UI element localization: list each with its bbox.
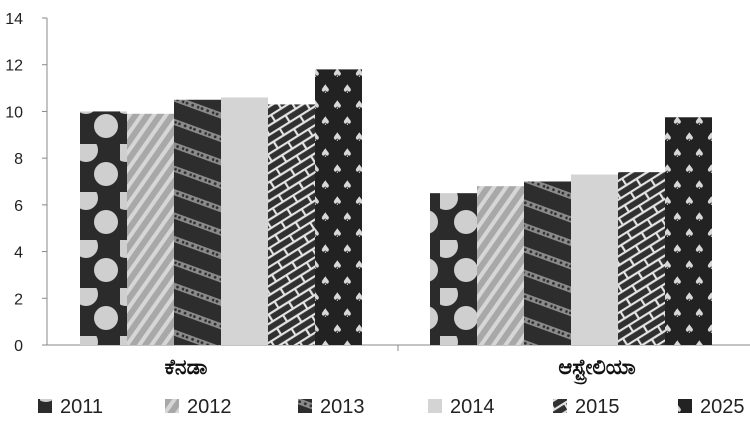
category-labels: ಕೆನಡಾ ಆಸ್ಟ್ರೇಲಿಯಾ bbox=[165, 355, 636, 384]
bar-2011-1 bbox=[430, 193, 477, 345]
y-tick-label: 2 bbox=[14, 291, 23, 308]
legend-swatch-2011 bbox=[38, 399, 52, 413]
y-tick-label: 6 bbox=[14, 198, 23, 215]
bar-2011-0 bbox=[80, 111, 127, 345]
legend-swatch-2012 bbox=[165, 399, 179, 413]
legend-swatch-2015 bbox=[553, 399, 567, 413]
bar-2015-1 bbox=[618, 172, 665, 345]
bar-2025-1 bbox=[665, 117, 712, 346]
legend-label: 2012 bbox=[187, 396, 232, 418]
legend-label: 2025 bbox=[700, 396, 745, 418]
legend-label: 2015 bbox=[575, 396, 620, 418]
y-tick-label: 10 bbox=[5, 104, 23, 121]
y-tick-label: 8 bbox=[14, 151, 23, 168]
legend-swatch-2013 bbox=[298, 399, 312, 413]
bars bbox=[80, 69, 712, 346]
category-label: ಕೆನಡಾ bbox=[165, 355, 208, 379]
y-tick-label: 12 bbox=[5, 58, 23, 75]
bar-2014-0 bbox=[221, 97, 268, 346]
y-tick-label: 0 bbox=[14, 338, 23, 355]
y-ticks: 0 2 4 6 8 10 12 14 bbox=[5, 11, 47, 355]
bar-2012-0 bbox=[127, 113, 174, 345]
legend-label: 2011 bbox=[60, 396, 103, 418]
legend-label: 2013 bbox=[320, 396, 365, 418]
bar-2012-1 bbox=[477, 186, 524, 345]
bar-2014-1 bbox=[571, 174, 618, 345]
y-tick-label: 4 bbox=[14, 245, 23, 262]
bar-2013-1 bbox=[524, 181, 571, 345]
legend-swatch-2014 bbox=[428, 399, 442, 413]
legend-swatch-2025 bbox=[678, 399, 692, 413]
bar-2013-0 bbox=[174, 99, 221, 345]
y-tick-label: 14 bbox=[5, 11, 23, 28]
legend-label: 2014 bbox=[450, 396, 495, 418]
bar-2025-0 bbox=[315, 69, 362, 345]
legend: 2011 2012 2013 2014 2015 2025 bbox=[38, 396, 745, 418]
bar-2015-0 bbox=[268, 104, 315, 346]
category-label: ಆಸ್ಟ್ರೇಲಿಯಾ bbox=[558, 355, 635, 384]
